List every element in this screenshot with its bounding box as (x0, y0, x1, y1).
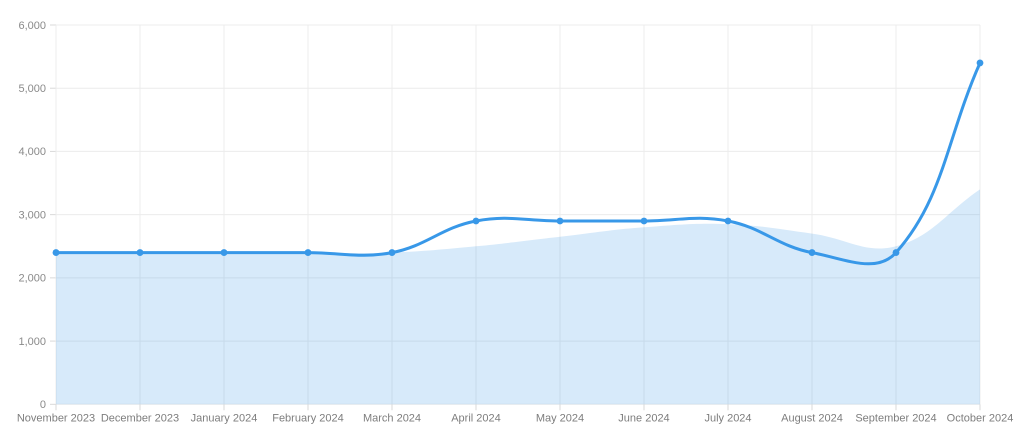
data-point[interactable] (220, 249, 228, 256)
data-point[interactable] (388, 249, 396, 256)
x-axis-tick-label: September 2024 (855, 413, 936, 425)
area-series-secondary-trend[interactable] (56, 189, 980, 405)
x-axis-tick-label: November 2023 (17, 413, 95, 425)
data-point[interactable] (808, 249, 816, 256)
x-axis-tick-label: April 2024 (451, 413, 501, 425)
data-point[interactable] (472, 217, 480, 225)
y-axis-tick-label: 1,000 (18, 336, 46, 348)
y-axis-tick-label: 5,000 (18, 83, 46, 95)
x-axis-tick-label: January 2024 (191, 413, 258, 425)
y-axis-tick-label: 2,000 (18, 273, 46, 285)
x-axis-tick-label: December 2023 (101, 413, 179, 425)
x-axis-tick-label: May 2024 (536, 413, 584, 425)
y-axis-tick-label: 0 (40, 399, 46, 411)
y-axis-tick-label: 3,000 (18, 209, 46, 221)
y-axis-tick-label: 6,000 (18, 20, 46, 32)
data-point[interactable] (976, 59, 984, 67)
y-axis-tick-label: 4,000 (18, 146, 46, 158)
data-point[interactable] (556, 217, 564, 225)
data-point[interactable] (136, 249, 144, 256)
x-axis-tick-label: July 2024 (704, 413, 751, 425)
line-series-monthly-values[interactable] (54, 61, 982, 266)
x-axis-tick-label: February 2024 (272, 413, 344, 425)
x-axis-tick-label: October 2024 (947, 413, 1014, 425)
x-axis-tick-label: March 2024 (363, 413, 421, 425)
data-point[interactable] (304, 249, 312, 256)
x-axis-tick-label: June 2024 (618, 413, 669, 425)
data-point[interactable] (52, 249, 60, 256)
x-axis-tick-label: August 2024 (781, 413, 843, 425)
data-point[interactable] (724, 217, 732, 225)
data-point[interactable] (892, 249, 900, 256)
data-point[interactable] (640, 217, 648, 225)
